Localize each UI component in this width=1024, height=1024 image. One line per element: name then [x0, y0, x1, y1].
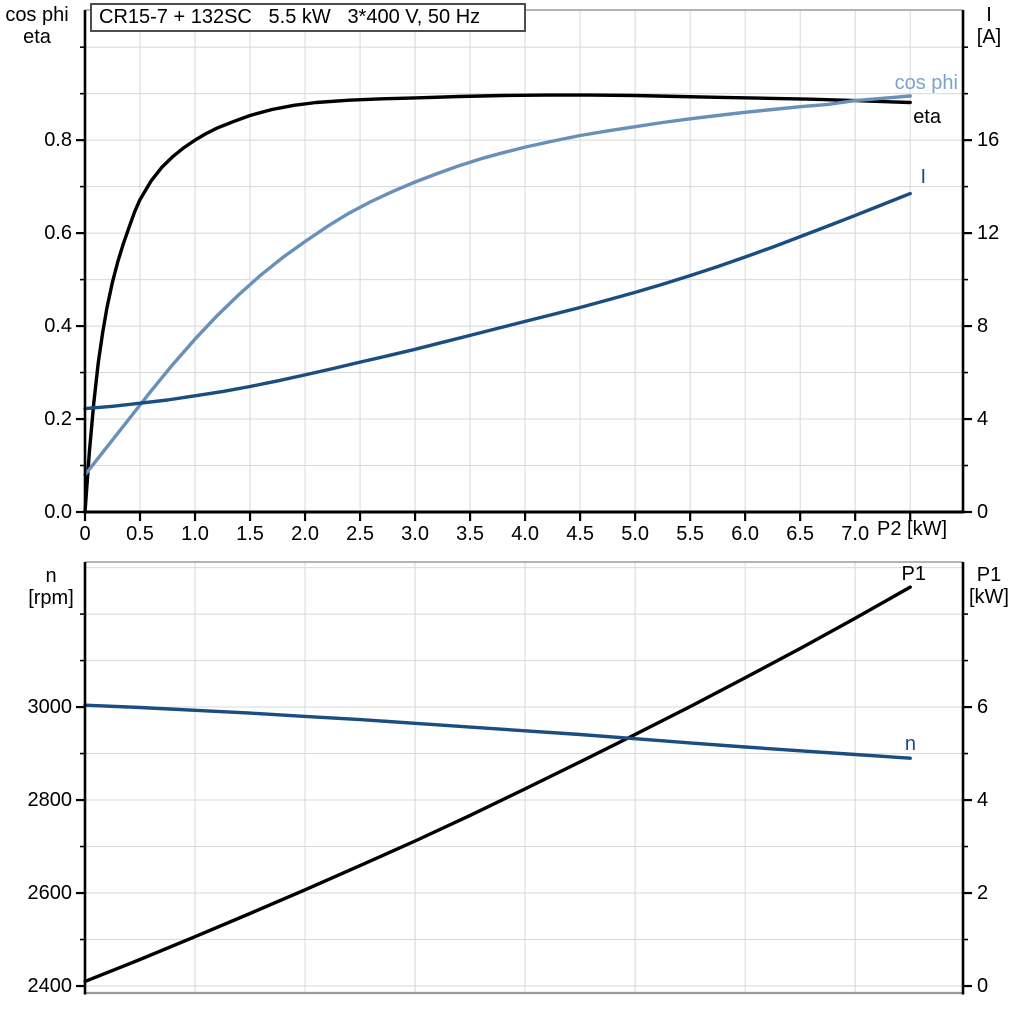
legend-p1: P1 — [901, 563, 926, 585]
legend-current: I — [920, 166, 926, 188]
bottom-left-axis-title: n [rpm] — [14, 565, 88, 609]
curve-cos-phi — [83, 94, 912, 477]
x-axis-title-p2: P2 [kW] — [877, 518, 948, 540]
axis-title-cos-phi: cos phi — [5, 4, 69, 26]
axis-title-p1-unit: [kW] — [969, 586, 1009, 608]
top-left-axis-title: cos phi eta — [0, 4, 74, 48]
legend-eta: eta — [913, 106, 941, 128]
chart-title-box: CR15-7 + 132SC 5.5 kW 3*400 V, 50 Hz — [90, 3, 526, 32]
legend-n: n — [904, 733, 916, 755]
top-right-axis-title: I [A] — [954, 4, 1024, 48]
curve-n — [83, 703, 912, 760]
curve-p1 — [83, 585, 912, 984]
axis-title-p1: P1 — [976, 564, 1002, 586]
chart-title: CR15-7 + 132SC 5.5 kW 3*400 V, 50 Hz — [99, 6, 481, 28]
bottom-right-axis-title: P1 [kW] — [954, 564, 1024, 608]
axis-title-current-unit: [A] — [976, 26, 1002, 48]
axis-title-n-unit: [rpm] — [28, 587, 74, 609]
axis-title-eta: eta — [23, 26, 51, 48]
axis-title-n: n — [45, 565, 57, 587]
legend-cos-phi: cos phi — [894, 72, 958, 94]
curve-eta — [83, 93, 912, 514]
axis-title-current: I — [986, 4, 992, 26]
curve-current — [83, 191, 912, 411]
